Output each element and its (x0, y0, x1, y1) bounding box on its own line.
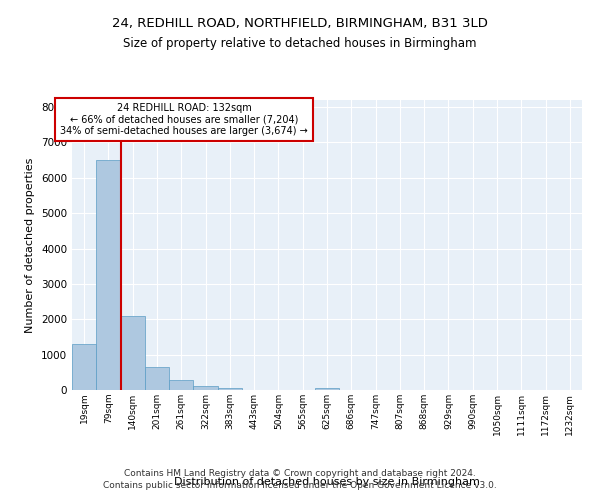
Bar (169, 380, 193, 390)
Text: Size of property relative to detached houses in Birmingham: Size of property relative to detached ho… (123, 38, 477, 51)
Bar (218, 388, 242, 390)
Bar (193, 386, 218, 390)
X-axis label: Distribution of detached houses by size in Birmingham: Distribution of detached houses by size … (174, 476, 480, 486)
Text: Contains public sector information licensed under the Open Government Licence v3: Contains public sector information licen… (103, 481, 497, 490)
Text: 24, REDHILL ROAD, NORTHFIELD, BIRMINGHAM, B31 3LD: 24, REDHILL ROAD, NORTHFIELD, BIRMINGHAM… (112, 18, 488, 30)
Bar (72, 344, 96, 390)
Text: Contains HM Land Registry data © Crown copyright and database right 2024.: Contains HM Land Registry data © Crown c… (124, 468, 476, 477)
Bar (121, 316, 145, 390)
Bar (96, 160, 121, 390)
Text: 24 REDHILL ROAD: 132sqm
← 66% of detached houses are smaller (7,204)
34% of semi: 24 REDHILL ROAD: 132sqm ← 66% of detache… (61, 103, 308, 136)
Bar (315, 388, 339, 390)
Y-axis label: Number of detached properties: Number of detached properties (25, 158, 35, 332)
Bar (145, 367, 169, 390)
